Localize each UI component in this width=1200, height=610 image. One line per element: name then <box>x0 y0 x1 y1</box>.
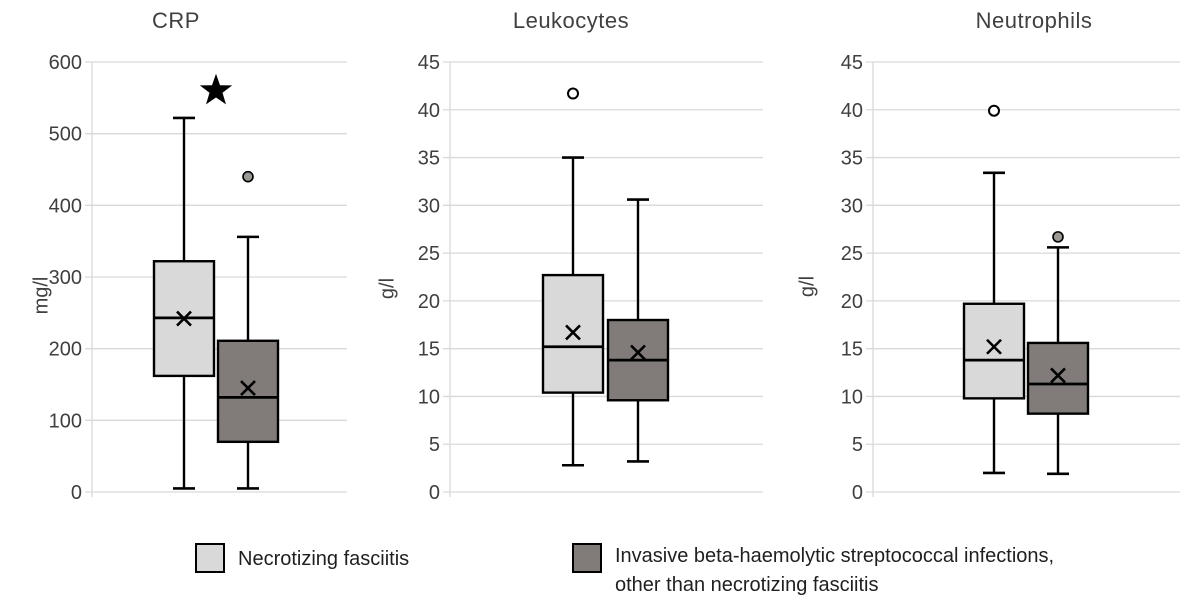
y-tick-label: 45 <box>418 52 440 74</box>
neutrophils-box-necrotizing-fasciitis <box>962 104 1026 475</box>
legend: Necrotizing fasciitis Invasive beta-haem… <box>0 538 1200 608</box>
leukocytes-box-invasive-streptococcal <box>606 198 670 463</box>
mean-marker <box>630 344 646 361</box>
crp-box-necrotizing-fasciitis <box>152 116 216 490</box>
y-axis-label-crp: mg/l <box>30 276 53 315</box>
y-tick-label: 15 <box>418 339 440 361</box>
outlier-point <box>242 170 254 183</box>
y-tick-label: 35 <box>841 148 863 170</box>
legend-swatch-invasive-streptococcal <box>572 543 602 573</box>
y-tick-label: 45 <box>841 52 863 74</box>
boxplot-canvas: 0 100 200 300 400 500 600 0 5 10 15 20 25 30 35 40 45 0 5 1… <box>49 52 1180 504</box>
y-tick-label: 600 <box>49 52 82 74</box>
y-tick-label: 5 <box>429 434 440 456</box>
legend-item-invasive-streptococcal: Invasive beta-haemolytic streptococcal i… <box>572 542 1065 600</box>
outlier-point <box>567 87 579 100</box>
mean-marker <box>986 338 1002 355</box>
y-tick-label: 20 <box>841 291 863 313</box>
iqr-box <box>1026 341 1090 415</box>
y-tick-label: 0 <box>852 482 863 504</box>
y-tick-label: 25 <box>418 243 440 265</box>
mean-marker <box>1050 367 1066 384</box>
chart-title-leukocytes: Leukocytes <box>512 8 630 33</box>
mean-marker <box>565 324 581 341</box>
y-axis-label-leukocytes: g/l <box>376 277 399 300</box>
outlier-point <box>1052 231 1064 243</box>
legend-item-necrotizing-fasciitis: Necrotizing fasciitis <box>195 542 409 574</box>
chart-title-neutrophils: Neutrophils <box>975 8 1093 33</box>
y-tick-label: 15 <box>841 339 863 361</box>
leukocytes-box-necrotizing-fasciitis <box>541 87 605 467</box>
y-tick-label: 30 <box>418 195 440 217</box>
y-tick-label: 0 <box>429 482 440 504</box>
mean-marker <box>240 380 256 397</box>
significance-star-icon <box>199 73 233 105</box>
y-tick-label: 200 <box>49 339 82 361</box>
y-tick-label: 30 <box>841 195 863 217</box>
y-tick-label: 500 <box>49 124 82 146</box>
y-tick-label: 40 <box>418 100 440 122</box>
y-tick-label: 100 <box>49 410 82 432</box>
y-tick-label: 10 <box>841 386 863 408</box>
y-tick-label: 20 <box>418 291 440 313</box>
y-tick-label: 40 <box>841 100 863 122</box>
legend-label-invasive-streptococcal: Invasive beta-haemolytic streptococcal i… <box>615 545 1055 596</box>
panel-leukocytes: 0 5 10 15 20 25 30 35 40 45 <box>418 52 763 504</box>
iqr-box <box>216 339 280 444</box>
mean-marker <box>176 310 192 327</box>
legend-swatch-necrotizing-fasciitis <box>195 543 225 573</box>
y-tick-label: 5 <box>852 434 863 456</box>
legend-label-necrotizing-fasciitis: Necrotizing fasciitis <box>238 548 410 570</box>
panel-crp: 0 100 200 300 400 500 600 <box>49 52 347 504</box>
outlier-point <box>988 104 1000 117</box>
neutrophils-box-invasive-streptococcal <box>1026 231 1090 476</box>
chart-title-crp: CRP <box>152 8 200 33</box>
iqr-box <box>962 302 1026 400</box>
panel-neutrophils: 0 5 10 15 20 25 30 35 40 45 <box>841 52 1180 504</box>
y-tick-label: 0 <box>71 482 82 504</box>
y-tick-label: 25 <box>841 243 863 265</box>
y-tick-label: 300 <box>49 267 82 289</box>
crp-box-invasive-streptococcal <box>216 170 280 490</box>
y-axis-label-neutrophils: g/l <box>796 275 819 298</box>
y-tick-label: 400 <box>49 195 82 217</box>
y-tick-label: 10 <box>418 386 440 408</box>
y-tick-label: 35 <box>418 148 440 170</box>
